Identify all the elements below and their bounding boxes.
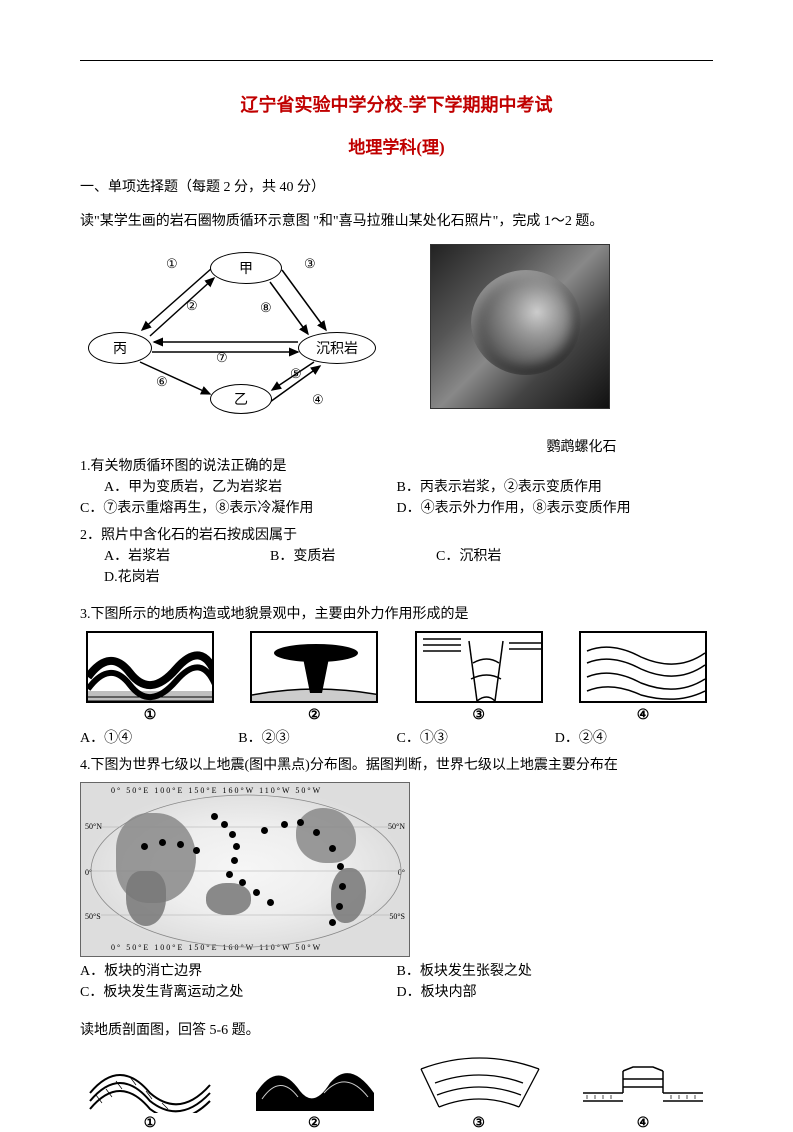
q2-opt-b: B．变质岩 [270, 546, 400, 567]
q2: 2．照片中含化石的岩石按成因属于 A．岩浆岩 B．变质岩 C．沉积岩 D.花岗岩 [80, 525, 713, 588]
intro-q1-2: 读"某学生画的岩石圈物质循环示意图 "和"喜马拉雅山某处化石照片"，完成 1～2… [80, 210, 713, 230]
node-jia: 甲 [210, 252, 282, 284]
q2-opt-c: C．沉积岩 [436, 546, 566, 567]
continent-australia [206, 883, 251, 915]
q3-opt-c: C．①③ [397, 728, 555, 749]
cycle-label-6: ⑥ [156, 374, 168, 390]
title-main: 辽宁省实验中学分校-学下学期期中考试 [80, 91, 713, 117]
landform-1-label: ① [80, 705, 220, 726]
quake-dot [281, 821, 288, 828]
top-rule [80, 60, 713, 61]
q4-opt-a: A．板块的消亡边界 [80, 961, 397, 982]
geo-1-img [86, 1053, 214, 1113]
geo-section-row: ① ② ③ [80, 1053, 713, 1132]
quake-dot [226, 871, 233, 878]
continent-africa [126, 871, 166, 926]
quake-dot [253, 889, 260, 896]
q1-opt-d: D．④表示外力作用，⑧表示变质作用 [397, 498, 714, 519]
quake-dot [221, 821, 228, 828]
q1-opt-b: B．丙表示岩浆，②表示变质作用 [397, 477, 714, 498]
q1-opt-c: C．⑦表示重熔再生，⑧表示冷凝作用 [80, 498, 397, 519]
diagram-row: 甲 丙 沉积岩 乙 ① ② ③ ④ ⑤ ⑥ ⑦ ⑧ [80, 244, 713, 424]
geo-2-label: ② [244, 1115, 384, 1132]
q3: 3.下图所示的地质构造或地貌景观中，主要由外力作用形成的是 ① [80, 604, 713, 749]
landform-3-img [415, 631, 543, 703]
quake-dot [193, 847, 200, 854]
q3-stem: 3.下图所示的地质构造或地貌景观中，主要由外力作用形成的是 [80, 604, 713, 625]
world-map: 0° 50°E 100°E 150°E 160°W 110°W 50°W 0° … [80, 782, 410, 957]
landform-row: ① ② [80, 631, 713, 726]
geo-4-label: ④ [573, 1115, 713, 1132]
quake-dot [239, 879, 246, 886]
quake-dot [329, 919, 336, 926]
quake-dot [229, 831, 236, 838]
q4: 4.下图为世界七级以上地震(图中黑点)分布图。据图判断，世界七级以上地震主要分布… [80, 755, 713, 1003]
fossil-caption: 鹦鹉螺化石 [450, 436, 713, 456]
cycle-label-7: ⑦ [216, 350, 228, 366]
landform-1-img [86, 631, 214, 703]
title-sub: 地理学科(理) [80, 133, 713, 158]
geo-1-label: ① [80, 1115, 220, 1132]
quake-dot [177, 841, 184, 848]
geo-3-label: ③ [409, 1115, 549, 1132]
cycle-label-8: ⑧ [260, 300, 272, 316]
cycle-label-1: ① [166, 256, 178, 272]
quake-dot [336, 903, 343, 910]
quake-dot [329, 845, 336, 852]
landform-3-label: ③ [409, 705, 549, 726]
q1-stem: 1.有关物质循环图的说法正确的是 [80, 456, 713, 477]
quake-dot [233, 843, 240, 850]
q1-opt-a: A．甲为变质岩，乙为岩浆岩 [80, 477, 397, 498]
q4-stem: 4.下图为世界七级以上地震(图中黑点)分布图。据图判断，世界七级以上地震主要分布… [80, 755, 713, 776]
q2-opt-a: A．岩浆岩 [104, 546, 234, 567]
q4-opt-b: B．板块发生张裂之处 [397, 961, 714, 982]
node-yi: 乙 [210, 384, 272, 414]
section-heading: 一、单项选择题（每题 2 分，共 40 分） [80, 176, 713, 196]
geo-4-img [579, 1053, 707, 1113]
landform-2-img [250, 631, 378, 703]
q3-opt-d: D．②④ [555, 728, 713, 749]
quake-dot [267, 899, 274, 906]
geo-2-img [250, 1053, 378, 1113]
node-bing: 丙 [88, 332, 152, 364]
quake-dot [337, 863, 344, 870]
intro-q5-6: 读地质剖面图，回答 5-6 题。 [80, 1019, 713, 1039]
q4-opt-d: D．板块内部 [397, 982, 714, 1003]
q3-opt-b: B．②③ [238, 728, 396, 749]
quake-dot [211, 813, 218, 820]
quake-dot [339, 883, 346, 890]
q1: 1.有关物质循环图的说法正确的是 A．甲为变质岩，乙为岩浆岩 B．丙表示岩浆，②… [80, 456, 713, 519]
quake-dot [159, 839, 166, 846]
q2-stem: 2．照片中含化石的岩石按成因属于 [80, 525, 713, 546]
quake-dot [261, 827, 268, 834]
cycle-label-5: ⑤ [290, 366, 302, 382]
quake-dot [313, 829, 320, 836]
cycle-label-4: ④ [312, 392, 324, 408]
quake-dot [231, 857, 238, 864]
fossil-spiral-icon [471, 270, 581, 375]
rock-cycle-diagram: 甲 丙 沉积岩 乙 ① ② ③ ④ ⑤ ⑥ ⑦ ⑧ [80, 244, 380, 424]
fossil-photo-wrap [430, 244, 610, 409]
landform-4-img [579, 631, 707, 703]
q3-opt-a: A．①④ [80, 728, 238, 749]
landform-4-label: ④ [573, 705, 713, 726]
quake-dot [141, 843, 148, 850]
node-chenji: 沉积岩 [298, 332, 376, 364]
q2-opt-d: D.花岗岩 [104, 567, 214, 588]
landform-2-label: ② [244, 705, 384, 726]
fossil-photo [430, 244, 610, 409]
cycle-label-2: ② [186, 298, 198, 314]
geo-3-img [415, 1053, 543, 1113]
quake-dot [297, 819, 304, 826]
q4-opt-c: C．板块发生背离运动之处 [80, 982, 397, 1003]
cycle-label-3: ③ [304, 256, 316, 272]
